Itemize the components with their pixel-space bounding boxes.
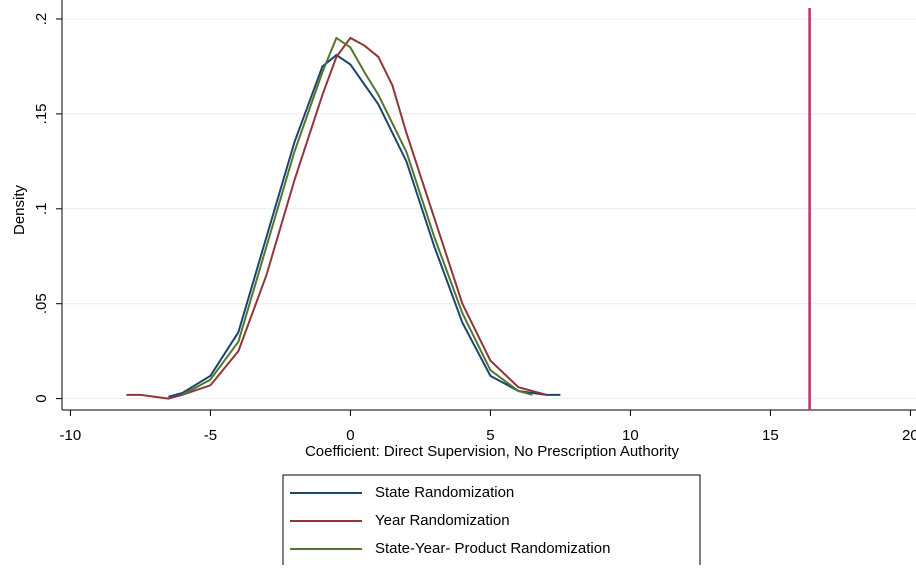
y-tick-label: 0	[33, 394, 50, 402]
x-tick-label: -10	[60, 427, 82, 444]
x-axis-title: Coefficient: Direct Supervision, No Pres…	[305, 443, 680, 460]
legend-label: State-Year- Product Randomization	[375, 540, 610, 557]
density-line	[168, 53, 561, 398]
density-line	[126, 36, 547, 400]
x-tick-label: 15	[762, 427, 779, 444]
legend-box	[282, 474, 701, 570]
density-line	[181, 36, 533, 396]
legend-label: Year Randomization	[375, 512, 510, 529]
x-tick-label: 10	[622, 427, 639, 444]
x-tick-label: -5	[204, 427, 217, 444]
y-tick-label: .2	[33, 13, 50, 26]
x-tick-label: 5	[486, 427, 494, 444]
y-axis-title: Density	[11, 184, 28, 235]
y-tick-label: .05	[33, 293, 50, 314]
legend-label: State Randomization	[375, 484, 514, 501]
x-tick-label: 0	[346, 427, 354, 444]
x-tick-label: 20	[902, 427, 916, 444]
y-tick-label: .15	[33, 103, 50, 124]
y-tick-label: .1	[33, 203, 50, 216]
